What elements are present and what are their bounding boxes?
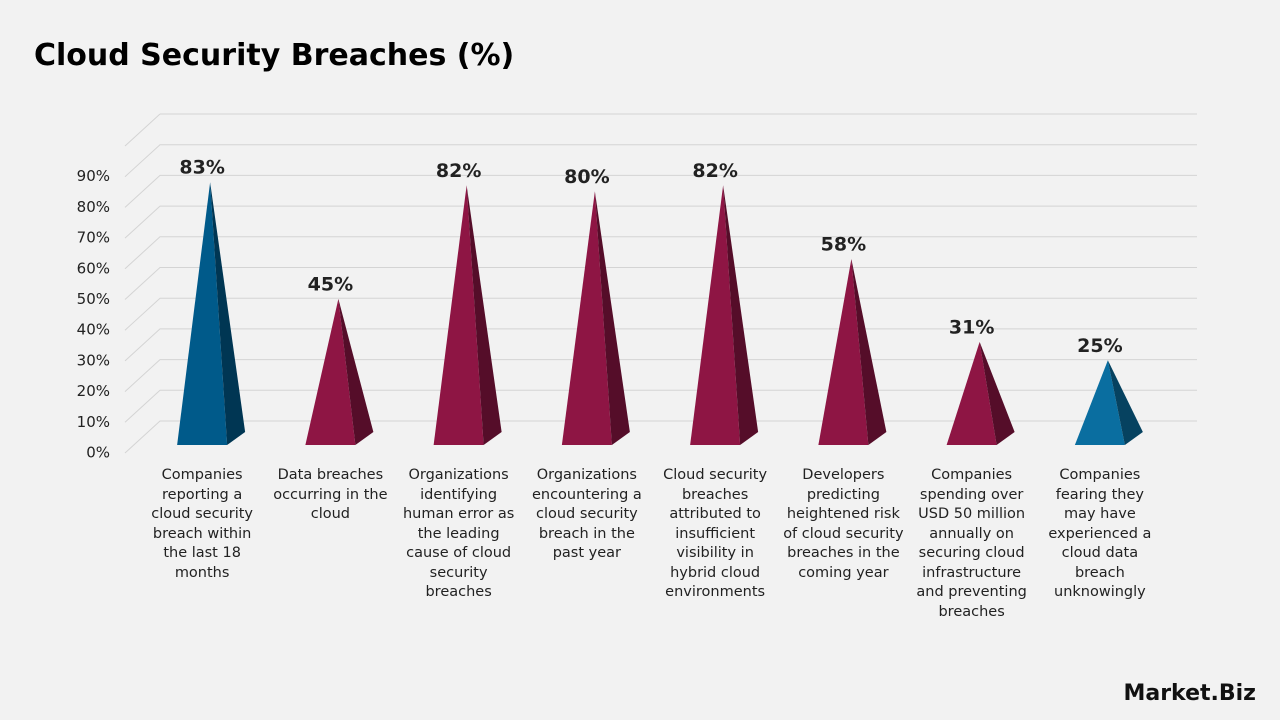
grid-line — [124, 389, 1197, 423]
grid-line — [124, 205, 1197, 239]
chart-title: Cloud Security Breaches (%) — [34, 38, 515, 73]
pyramid-side — [594, 191, 630, 445]
pyramid-front — [818, 258, 869, 445]
value-label: 82% — [692, 160, 737, 182]
x-tick-label: Organizations encountering a cloud secur… — [531, 467, 642, 561]
x-tick-label: Companies spending over USD 50 million a… — [916, 467, 1027, 620]
grid-line — [124, 328, 1197, 362]
y-tick-label: 30% — [77, 351, 110, 369]
x-tick-label: Companies fearing they may have experien… — [1048, 467, 1152, 600]
value-label: 83% — [179, 157, 224, 179]
value-label: 82% — [436, 160, 481, 182]
grid-line — [124, 144, 1197, 178]
y-tick-label: 50% — [77, 290, 110, 308]
x-tick-label: Data breaches occurring in the cloud — [273, 467, 388, 522]
grid-line — [124, 297, 1197, 331]
value-label: 45% — [308, 273, 353, 295]
value-label: 80% — [564, 166, 609, 188]
pyramid-side — [466, 185, 502, 445]
pyramid-front — [1074, 360, 1125, 445]
logo: Market.Biz — [1123, 681, 1256, 706]
y-tick-label: 60% — [77, 259, 110, 277]
x-tick-label: Cloud security breaches attributed to in… — [663, 467, 768, 600]
value-label: 31% — [949, 316, 994, 338]
x-tick-label: Organizations identifying human error as… — [402, 467, 515, 600]
pyramid-side — [338, 298, 374, 445]
value-label: 58% — [821, 233, 866, 255]
pyramid-front — [305, 298, 356, 445]
y-tick-label: 10% — [77, 413, 110, 431]
grid-line — [124, 174, 1197, 208]
pyramid-side — [979, 341, 1015, 445]
grid-line — [124, 359, 1197, 392]
pyramid-front — [177, 182, 228, 445]
x-tick-label: Companies reporting a cloud security bre… — [151, 467, 254, 581]
y-tick-label: 0% — [86, 444, 110, 462]
pyramid-front — [690, 185, 741, 445]
y-tick-label: 90% — [77, 167, 110, 185]
y-tick-label: 40% — [77, 321, 110, 339]
frame-line — [124, 113, 161, 147]
pyramid-front — [946, 341, 997, 445]
pyramid-side — [851, 258, 887, 445]
y-tick-label: 80% — [77, 198, 110, 216]
pyramid-side — [210, 182, 246, 445]
value-label: 25% — [1077, 335, 1122, 357]
y-tick-label: 70% — [77, 229, 110, 247]
pyramid-front — [433, 185, 484, 445]
pyramid-front — [561, 191, 612, 445]
grid-line — [124, 267, 1197, 300]
x-tick-label: Developers predicting heightened risk of… — [783, 467, 904, 581]
grid-line — [124, 420, 1197, 454]
grid-line — [124, 236, 1197, 270]
pyramid-side — [1107, 360, 1143, 445]
y-tick-label: 20% — [77, 382, 110, 400]
pyramid-side — [723, 185, 759, 445]
